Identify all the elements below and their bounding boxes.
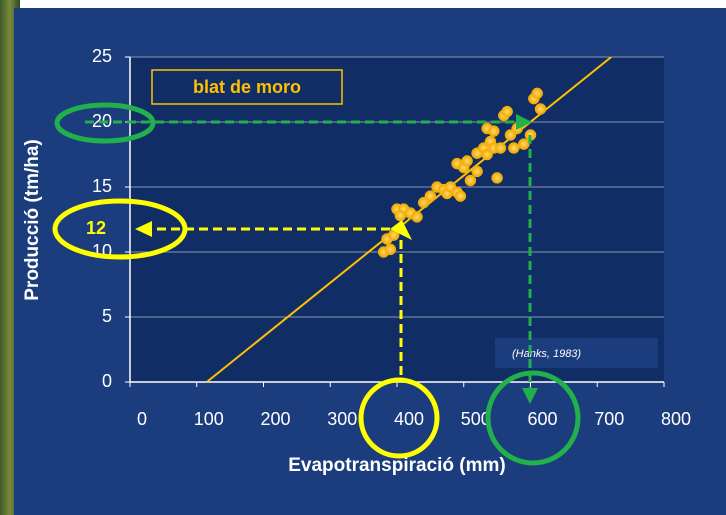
x-tick-label: 500	[461, 409, 491, 429]
x-tick-label: 100	[194, 409, 224, 429]
data-point	[488, 125, 500, 137]
data-point	[411, 211, 423, 223]
x-tick-label: 800	[661, 409, 691, 429]
x-axis-label: Evapotranspiració (mm)	[288, 455, 506, 476]
data-point	[384, 243, 397, 256]
green-arrowhead-down	[522, 388, 538, 404]
data-point	[464, 174, 477, 187]
x-tick-label: 700	[594, 409, 624, 429]
x-tick-label: 300	[327, 409, 357, 429]
green-circle	[485, 370, 581, 466]
y-tick-label: 5	[102, 306, 112, 326]
yellow-arrowhead-left	[135, 221, 152, 237]
y-tick-label: 15	[92, 176, 112, 196]
yellow-arrowhead-up	[390, 220, 412, 240]
data-point	[531, 87, 543, 100]
annotation-box	[495, 338, 658, 368]
yellow-ellipse	[52, 198, 188, 260]
data-point	[461, 155, 473, 167]
data-point	[424, 190, 437, 202]
data-point	[394, 209, 407, 222]
y-tick-label: 0	[102, 371, 112, 391]
data-point	[518, 138, 530, 150]
guides	[85, 120, 532, 390]
annotation: (Hanks, 1983)	[512, 348, 581, 360]
y-tick-label: 25	[92, 46, 112, 66]
data-point	[501, 105, 513, 118]
x-tick-label: 200	[260, 409, 290, 429]
data-point	[471, 165, 483, 178]
title-box	[151, 69, 343, 105]
data-point	[534, 103, 547, 115]
x-tick-label: 400	[394, 409, 424, 429]
data-point	[491, 172, 503, 184]
yellow-circle	[358, 377, 440, 459]
x-tick-label: 0	[137, 409, 147, 429]
data-point	[454, 190, 467, 202]
x-tick-label: 600	[527, 409, 557, 429]
data-point	[508, 142, 520, 154]
highlight-label: 12	[86, 218, 106, 238]
green-ellipse	[54, 102, 156, 144]
data-point	[494, 142, 507, 154]
green-arrowhead-right	[516, 114, 532, 130]
y-axis-label: Producció (tm/ha)	[22, 139, 43, 301]
chart-title: blat de moro	[193, 77, 301, 97]
